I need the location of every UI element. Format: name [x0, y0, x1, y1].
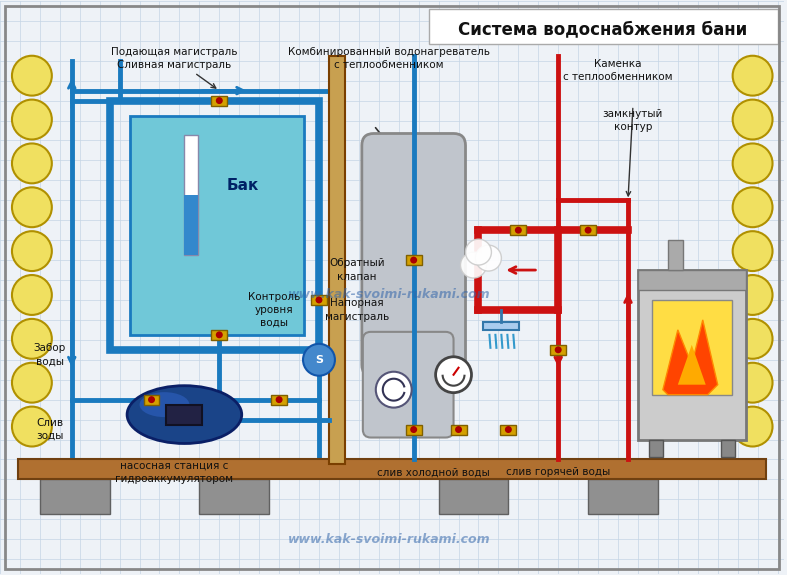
- Circle shape: [12, 407, 52, 447]
- Bar: [721, 439, 734, 458]
- Bar: [638, 270, 745, 290]
- Bar: [18, 459, 766, 480]
- Ellipse shape: [139, 392, 190, 417]
- Bar: [588, 480, 658, 514]
- Circle shape: [303, 344, 335, 375]
- Text: слив холодной воды: слив холодной воды: [377, 467, 490, 477]
- Bar: [143, 394, 160, 405]
- Circle shape: [216, 97, 223, 104]
- Text: Комбинированный водонагреватель
с теплообменником: Комбинированный водонагреватель с теплоо…: [288, 47, 490, 70]
- Circle shape: [733, 56, 773, 95]
- Circle shape: [148, 396, 155, 403]
- Bar: [199, 480, 269, 514]
- Bar: [438, 480, 508, 514]
- FancyBboxPatch shape: [362, 133, 465, 377]
- FancyBboxPatch shape: [363, 332, 453, 438]
- Circle shape: [475, 245, 501, 271]
- Text: Слив
зоды: Слив зоды: [36, 418, 64, 441]
- Bar: [501, 424, 516, 435]
- Circle shape: [12, 275, 52, 315]
- Bar: [212, 330, 227, 340]
- Circle shape: [505, 426, 512, 433]
- Circle shape: [733, 231, 773, 271]
- Bar: [167, 405, 202, 424]
- Circle shape: [275, 396, 283, 403]
- Bar: [550, 345, 566, 355]
- Circle shape: [12, 319, 52, 359]
- Text: Система водоснабжения бани: Система водоснабжения бани: [459, 20, 748, 38]
- Bar: [405, 255, 422, 265]
- Circle shape: [460, 252, 486, 278]
- Circle shape: [12, 143, 52, 183]
- Circle shape: [455, 426, 462, 433]
- Text: Контроль
уровня
воды: Контроль уровня воды: [248, 292, 301, 328]
- Text: Обратный
клапан: Обратный клапан: [329, 258, 385, 282]
- Text: замкнутый
контур: замкнутый контур: [603, 109, 663, 132]
- Circle shape: [316, 297, 323, 304]
- Polygon shape: [678, 345, 706, 385]
- Circle shape: [465, 239, 491, 265]
- Text: S: S: [315, 355, 323, 365]
- Text: слив горячей воды: слив горячей воды: [506, 467, 611, 477]
- Circle shape: [216, 331, 223, 338]
- Circle shape: [12, 231, 52, 271]
- Bar: [668, 240, 683, 270]
- Text: Бак: Бак: [227, 178, 259, 193]
- Bar: [405, 424, 422, 435]
- Bar: [429, 9, 778, 44]
- Text: Забор
воды: Забор воды: [34, 343, 66, 366]
- Bar: [40, 480, 109, 514]
- Circle shape: [410, 426, 417, 433]
- Text: www.kak-svoimi-rukami.com: www.kak-svoimi-rukami.com: [287, 289, 490, 301]
- Circle shape: [733, 407, 773, 447]
- Bar: [130, 116, 304, 335]
- Bar: [329, 56, 345, 465]
- Circle shape: [585, 227, 592, 233]
- Circle shape: [376, 371, 412, 408]
- Text: Каменка
с теплообменником: Каменка с теплообменником: [563, 59, 673, 82]
- Circle shape: [12, 187, 52, 227]
- Bar: [212, 95, 227, 106]
- Circle shape: [733, 319, 773, 359]
- Ellipse shape: [127, 386, 242, 443]
- Bar: [652, 300, 732, 394]
- Circle shape: [733, 99, 773, 140]
- Bar: [272, 394, 287, 405]
- Circle shape: [12, 99, 52, 140]
- Text: Напорная
магистраль: Напорная магистраль: [325, 298, 389, 321]
- Circle shape: [12, 56, 52, 95]
- Bar: [649, 439, 663, 458]
- Bar: [450, 424, 467, 435]
- Text: насосная станция с
гидроаккумулятором: насосная станция с гидроаккумулятором: [116, 461, 234, 484]
- Bar: [184, 136, 198, 255]
- Bar: [580, 225, 596, 235]
- Bar: [510, 225, 527, 235]
- Circle shape: [12, 363, 52, 402]
- Text: www.kak-svoimi-rukami.com: www.kak-svoimi-rukami.com: [287, 532, 490, 546]
- Bar: [311, 295, 327, 305]
- Bar: [483, 322, 519, 330]
- Circle shape: [733, 187, 773, 227]
- Text: Подающая магистраль
Сливная магистраль: Подающая магистраль Сливная магистраль: [111, 47, 238, 70]
- Circle shape: [410, 256, 417, 263]
- Circle shape: [515, 227, 522, 233]
- Circle shape: [435, 356, 471, 393]
- Circle shape: [555, 346, 562, 353]
- Bar: [109, 101, 319, 350]
- Circle shape: [733, 275, 773, 315]
- Circle shape: [733, 143, 773, 183]
- Bar: [638, 270, 745, 439]
- Circle shape: [733, 363, 773, 402]
- Bar: [184, 196, 198, 255]
- Polygon shape: [663, 320, 718, 394]
